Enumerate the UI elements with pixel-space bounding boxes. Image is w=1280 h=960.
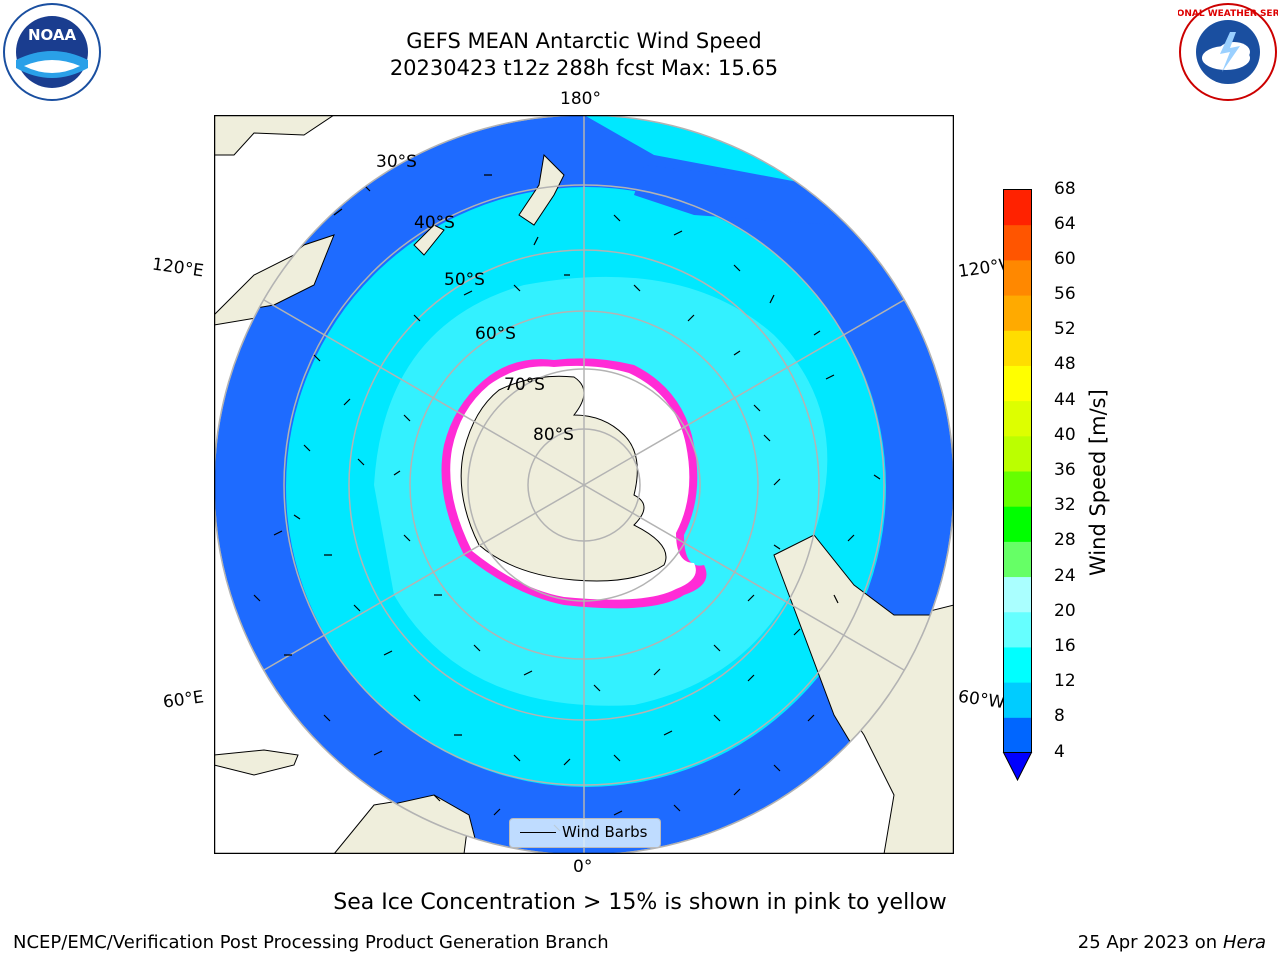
colorbar-cell [1003, 259, 1032, 296]
colorbar-cell [1003, 365, 1032, 402]
graticule [214, 115, 954, 854]
colorbar-tick-label: 60 [1054, 248, 1076, 269]
lon-label-0: 0° [573, 857, 593, 877]
colorbar-cell [1003, 646, 1032, 683]
footer-credit: NCEP/EMC/Verification Post Processing Pr… [13, 932, 609, 953]
land-top-left [214, 115, 335, 156]
noaa-logo-text: NOAA [28, 26, 77, 44]
colorbar-cell [1003, 717, 1032, 753]
footer-machine: Hera [1222, 932, 1266, 953]
colorbar-cell [1003, 506, 1032, 542]
lat-label-30s: 30°S [376, 152, 417, 172]
caption: Sea Ice Concentration > 15% is shown in … [333, 890, 947, 915]
colorbar-tick-label: 68 [1054, 178, 1076, 199]
colorbar-tick-label: 8 [1054, 706, 1065, 727]
colorbar-tick-label: 4 [1054, 741, 1065, 762]
lon-label-120e: 120°E [150, 254, 205, 282]
colorbar-tick-label: 44 [1054, 389, 1076, 410]
colorbar-cell [1003, 224, 1032, 261]
colorbar-tick-label: 48 [1054, 354, 1076, 375]
footer-date: 25 Apr 2023 on Hera [1078, 932, 1266, 953]
land-antarctica [460, 375, 667, 582]
footer-date-text: 25 Apr 2023 on [1077, 932, 1223, 953]
colorbar-tick-label: 28 [1054, 530, 1076, 551]
colorbar-cell [1003, 471, 1032, 507]
colorbar-cell [1003, 435, 1032, 472]
colorbar-label: Wind Speed [m/s] [1086, 389, 1110, 576]
colorbar [1002, 189, 1033, 782]
title-line-1: GEFS MEAN Antarctic Wind Speed [406, 29, 762, 53]
colorbar-cell [1003, 576, 1032, 613]
colorbar-tick-label: 20 [1054, 600, 1076, 621]
nws-logo: NATIONAL WEATHER SERVICE [1178, 3, 1278, 101]
land-new-zealand [518, 153, 565, 226]
colorbar-tick-label: 32 [1054, 495, 1076, 516]
colorbar-tick-label: 16 [1054, 635, 1076, 656]
lat-label-60s: 60°S [475, 324, 516, 344]
wind-barb-legend-label: Wind Barbs [562, 823, 648, 841]
colorbar-cell [1003, 541, 1032, 578]
colorbar-tick-label: 52 [1054, 319, 1076, 340]
noaa-logo: NOAA [3, 3, 101, 101]
colorbar-cell [1003, 295, 1032, 331]
lon-label-60e: 60°E [161, 687, 206, 713]
lon-label-180: 180° [560, 89, 601, 109]
nws-logo-text: NATIONAL WEATHER SERVICE [1178, 9, 1278, 19]
colorbar-tick-label: 24 [1054, 565, 1076, 586]
colorbar-cell [1003, 189, 1032, 226]
lat-label-40s: 40°S [414, 213, 455, 233]
colorbar-tick-label: 36 [1054, 460, 1076, 480]
colorbar-cell [1003, 330, 1032, 366]
colorbar-tick-label: 56 [1054, 284, 1076, 305]
lat-label-70s: 70°S [504, 375, 545, 395]
colorbar-tick-label: 12 [1054, 671, 1076, 692]
colorbar-extension-arrow [1002, 752, 1033, 782]
colorbar-tick-label: 40 [1054, 424, 1076, 445]
lat-label-80s: 80°S [533, 425, 574, 445]
lat-label-50s: 50°S [444, 270, 485, 290]
title-line-2: 20230423 t12z 288h fcst Max: 15.65 [389, 56, 779, 80]
colorbar-cell [1003, 400, 1032, 437]
polar-map [214, 115, 954, 854]
wind-barb-legend-line [520, 832, 556, 833]
map-legend: Wind Barbs [509, 818, 661, 848]
colorbar-cell [1003, 682, 1032, 718]
colorbar-tick-label: 64 [1054, 213, 1076, 234]
lon-label-60w: 60°W [956, 686, 1007, 714]
colorbar-cell [1003, 611, 1032, 648]
